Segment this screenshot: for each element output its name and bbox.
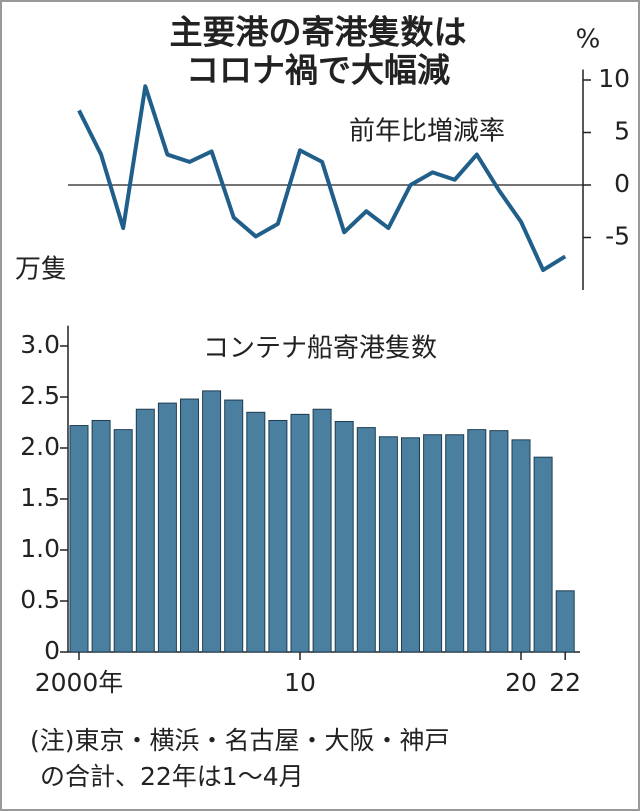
bar xyxy=(135,408,155,653)
bar xyxy=(511,439,531,653)
bar xyxy=(290,413,310,653)
bar xyxy=(246,411,266,653)
line xyxy=(77,84,567,273)
note: (注)東京・横浜・名古屋・大阪・神戸 xyxy=(30,726,450,755)
y-tick-label: 0 xyxy=(44,636,60,665)
note: の合計、22年は1〜4月 xyxy=(40,762,304,791)
y-tick-label: 1.0 xyxy=(20,534,60,563)
x-tick-label: 10 xyxy=(284,668,316,697)
bar xyxy=(356,427,376,653)
bar xyxy=(555,590,575,653)
y-tick-label: 0 xyxy=(614,169,630,198)
unit: % xyxy=(576,25,601,55)
bar xyxy=(401,437,420,653)
x-tick-label: 22 xyxy=(549,668,581,697)
bar xyxy=(69,425,89,653)
bar xyxy=(157,402,177,653)
y-tick-label: 2.5 xyxy=(20,381,60,410)
bar xyxy=(180,398,199,653)
title-line: コロナ禍で大幅減 xyxy=(186,51,450,90)
y-tick-label: -5 xyxy=(605,222,630,251)
x-tick-label: 20 xyxy=(505,668,537,697)
bar xyxy=(91,419,111,653)
y-tick-label: 5 xyxy=(614,117,630,146)
bar xyxy=(113,429,133,653)
y-tick-label: 3.0 xyxy=(20,330,60,359)
bar xyxy=(334,420,354,653)
bar xyxy=(224,399,244,653)
y-tick-label: 2.0 xyxy=(20,432,60,461)
bar xyxy=(445,434,465,653)
bar xyxy=(268,419,288,653)
bar xyxy=(489,430,509,653)
bar xyxy=(467,429,487,653)
bar xyxy=(378,436,398,653)
title-line: 主要港の寄港隻数は xyxy=(170,13,467,52)
y-tick-label: 1.5 xyxy=(20,483,60,512)
bar xyxy=(202,390,222,653)
x-tick-label: 2000年 xyxy=(35,668,124,697)
y-tick-label: 10 xyxy=(598,64,630,93)
bar xyxy=(312,408,332,653)
series-label: 前年比増減率 xyxy=(349,117,505,147)
bar xyxy=(423,434,443,653)
unit: 万隻 xyxy=(15,255,67,285)
series-label: コンテナ船寄港隻数 xyxy=(203,334,437,364)
y-tick-label: 0.5 xyxy=(20,585,60,614)
bar xyxy=(533,456,553,653)
